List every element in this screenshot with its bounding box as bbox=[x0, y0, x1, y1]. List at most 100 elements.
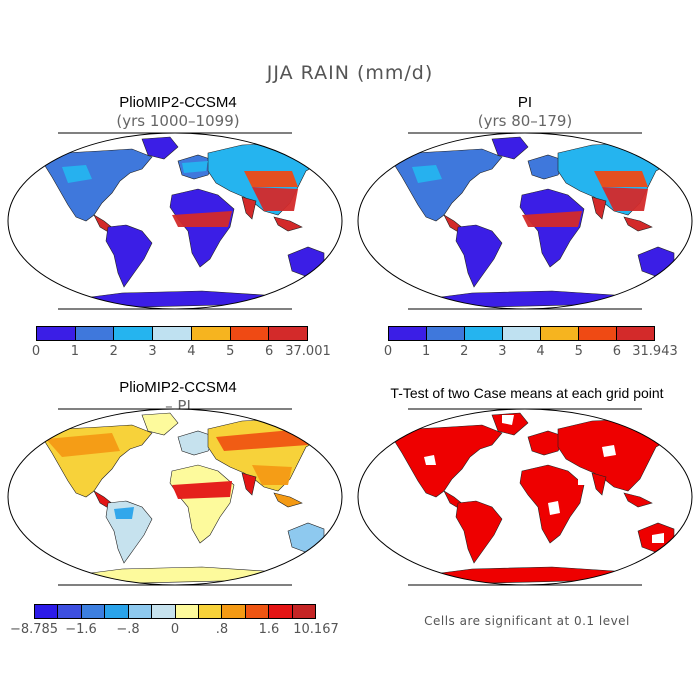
continent-europe bbox=[527, 154, 567, 180]
precip-region bbox=[244, 171, 298, 187]
colorbar-tick-label: 3 bbox=[148, 344, 157, 359]
colorbar-swatch bbox=[81, 605, 106, 618]
colorbar-swatch bbox=[75, 327, 115, 340]
precip-region bbox=[412, 165, 442, 183]
map-boundary bbox=[7, 132, 343, 310]
colorbar-diff bbox=[34, 604, 316, 619]
continent-se-asia bbox=[623, 216, 653, 232]
colorbar-tick-label: 3 bbox=[498, 344, 507, 359]
colorbar-swatch bbox=[541, 327, 579, 340]
non-significant-region bbox=[578, 477, 588, 485]
continent-greenland bbox=[491, 136, 529, 160]
continent-se-asia bbox=[623, 492, 653, 508]
colorbar-tick-label: −.8 bbox=[116, 622, 140, 637]
colorbar-tick-label: 1.6 bbox=[258, 622, 280, 637]
colorbar-tick-label: 2 bbox=[109, 344, 118, 359]
difference-map bbox=[7, 408, 343, 586]
continent-south-america bbox=[105, 224, 153, 288]
continent-india bbox=[591, 472, 607, 496]
precip-region bbox=[216, 429, 308, 451]
colorbar-tick-label: 5 bbox=[226, 344, 235, 359]
continent-europe bbox=[527, 430, 567, 456]
colorbar-tick-label: 6 bbox=[265, 344, 274, 359]
precip-region bbox=[172, 211, 232, 227]
colorbar-tick-label: 1 bbox=[70, 344, 79, 359]
precip-region bbox=[252, 465, 292, 485]
significance-note: Cells are significant at 0.1 level bbox=[424, 614, 630, 628]
map-boundary bbox=[357, 408, 693, 586]
continent-india bbox=[591, 196, 607, 220]
colorbar-swatch bbox=[114, 327, 154, 340]
significance-map bbox=[357, 408, 693, 586]
colorbar-swatch bbox=[37, 327, 76, 340]
precip-map-pi bbox=[357, 132, 693, 310]
precip-region bbox=[522, 211, 582, 227]
precip-map-pliomip2 bbox=[7, 132, 343, 310]
continent-se-asia bbox=[273, 492, 303, 508]
colorbar-tick-label: .8 bbox=[215, 622, 229, 637]
precip-region bbox=[62, 165, 92, 183]
precip-region bbox=[182, 161, 208, 173]
colorbar-swatch bbox=[191, 327, 231, 340]
non-significant-region bbox=[602, 445, 616, 457]
colorbar-pliomip2 bbox=[36, 326, 308, 341]
colorbar-tick-label: 10.167 bbox=[293, 622, 339, 637]
panel-subtitle-pliomip2: (yrs 1000–1099) bbox=[116, 112, 240, 130]
continent-india bbox=[241, 472, 257, 496]
colorbar-swatch bbox=[58, 605, 82, 618]
figure-title: JJA RAIN (mm/d) bbox=[266, 62, 434, 84]
colorbar-tick-label: 5 bbox=[574, 344, 583, 359]
colorbar-tick-label: 6 bbox=[612, 344, 621, 359]
panel-subtitle-pi: (yrs 80–179) bbox=[477, 112, 573, 130]
colorbar-swatch bbox=[105, 605, 129, 618]
colorbar-pi bbox=[388, 326, 655, 341]
colorbar-swatch bbox=[579, 327, 617, 340]
colorbar-tick-label: 0 bbox=[31, 344, 41, 359]
map-boundary bbox=[357, 132, 693, 310]
colorbar-swatch bbox=[617, 327, 654, 340]
continent-south-america bbox=[455, 224, 503, 288]
panel-title-pi: PI bbox=[517, 94, 533, 111]
continent-europe bbox=[177, 430, 217, 456]
non-significant-region bbox=[652, 533, 664, 543]
colorbar-tick-label: 37.001 bbox=[285, 344, 331, 359]
colorbar-tick-label: −8.785 bbox=[9, 622, 59, 637]
colorbar-swatch bbox=[35, 605, 59, 618]
panel-title-diff: PlioMIP2-CCSM4 bbox=[119, 379, 237, 396]
non-significant-region bbox=[548, 501, 560, 515]
colorbar-swatch bbox=[230, 327, 270, 340]
colorbar-tick-label: 2 bbox=[460, 344, 469, 359]
colorbar-swatch bbox=[269, 605, 293, 618]
continent-greenland bbox=[141, 412, 179, 436]
panel-title-pliomip2: PlioMIP2-CCSM4 bbox=[119, 94, 237, 111]
colorbar-tick-label: 4 bbox=[536, 344, 545, 359]
continent-india bbox=[241, 196, 257, 220]
colorbar-swatch bbox=[128, 605, 153, 618]
continent-south-america bbox=[455, 500, 503, 564]
colorbar-tick-label: 31.943 bbox=[632, 344, 678, 359]
precip-region bbox=[602, 187, 648, 211]
non-significant-region bbox=[424, 455, 436, 465]
panel-title-ttest: T-Test of two Case means at each grid po… bbox=[390, 385, 664, 401]
precip-region bbox=[172, 481, 232, 499]
precip-region bbox=[594, 171, 648, 187]
precip-region bbox=[252, 187, 298, 211]
colorbar-swatch bbox=[245, 605, 270, 618]
precip-region bbox=[114, 507, 134, 519]
colorbar-swatch bbox=[222, 605, 246, 618]
continent-se-asia bbox=[273, 216, 303, 232]
colorbar-tick-label: 4 bbox=[187, 344, 196, 359]
colorbar-swatch bbox=[175, 605, 199, 618]
colorbar-swatch bbox=[503, 327, 541, 340]
precip-region bbox=[46, 433, 120, 457]
non-significant-region bbox=[502, 415, 514, 425]
map-boundary bbox=[7, 408, 343, 586]
colorbar-tick-label: 0 bbox=[170, 622, 180, 637]
colorbar-swatch bbox=[153, 327, 192, 340]
colorbar-swatch bbox=[389, 327, 427, 340]
continent-greenland bbox=[141, 136, 179, 160]
colorbar-swatch bbox=[427, 327, 465, 340]
colorbar-swatch bbox=[292, 605, 316, 618]
colorbar-tick-label: 1 bbox=[422, 344, 431, 359]
colorbar-swatch bbox=[198, 605, 223, 618]
